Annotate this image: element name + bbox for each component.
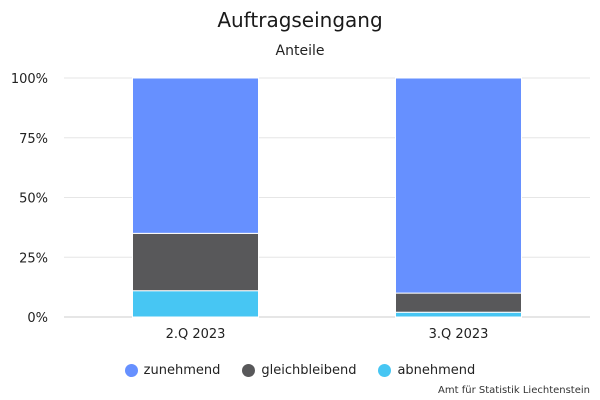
chart-title: Auftragseingang: [217, 8, 383, 32]
y-tick-label: 50%: [19, 192, 48, 207]
legend-item-abnehmend[interactable]: abnehmend: [378, 363, 475, 378]
x-tick-label: 3.Q 2023: [429, 327, 489, 342]
y-tick-label: 75%: [19, 132, 48, 147]
chart-subtitle: Anteile: [275, 43, 325, 59]
legend-marker-zunehmend: [124, 364, 138, 377]
bar-zunehmend-1[interactable]: [132, 77, 259, 234]
legend-marker-abnehmend: [378, 364, 392, 377]
y-tick-label: 0%: [27, 311, 48, 326]
y-tick-label: 100%: [11, 72, 48, 87]
bar-gleichbleibend-1[interactable]: [132, 232, 259, 292]
stacked-bar-chart: 0% 25% 50% 75% 100% 2.Q 2023 3.Q 2023: [11, 72, 590, 342]
bars: [132, 77, 522, 318]
legend-item-zunehmend[interactable]: zunehmend: [124, 363, 221, 378]
legend-label-gleichbleibend: gleichbleibend: [261, 363, 357, 378]
legend-marker-gleichbleibend: [242, 364, 256, 377]
bar-abnehmend-2[interactable]: [395, 311, 522, 318]
x-axis-ticks: 2.Q 2023 3.Q 2023: [166, 327, 489, 342]
y-tick-label: 25%: [19, 251, 48, 266]
legend: zunehmend gleichbleibend abnehmend: [0, 363, 600, 378]
credits-text[interactable]: Amt für Statistik Liechtenstein: [438, 385, 590, 396]
legend-item-gleichbleibend[interactable]: gleichbleibend: [242, 363, 356, 378]
bar-zunehmend-2[interactable]: [395, 77, 522, 294]
bar-abnehmend-1[interactable]: [132, 290, 259, 318]
y-axis-ticks: 0% 25% 50% 75% 100%: [11, 72, 48, 326]
legend-label-zunehmend: zunehmend: [143, 363, 221, 378]
bar-gleichbleibend-2[interactable]: [395, 292, 522, 313]
x-tick-label: 2.Q 2023: [166, 327, 226, 342]
legend-label-abnehmend: abnehmend: [397, 363, 476, 378]
